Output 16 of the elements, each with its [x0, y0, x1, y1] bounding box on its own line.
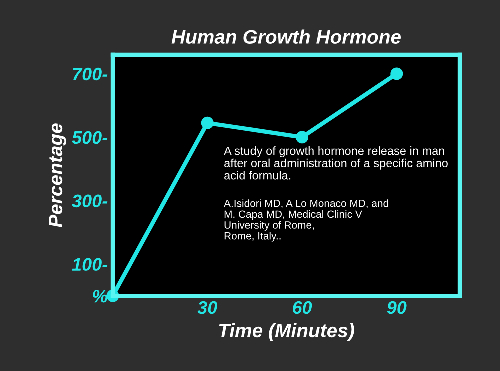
- annotation: A study of growth hormone release in man after oral administration of a specific amino acid formula.: [224, 146, 448, 180]
- point: [390, 68, 404, 80]
- x-tick-label: 30: [198, 301, 218, 314]
- point: [296, 131, 309, 144]
- point: [201, 116, 214, 130]
- y-tick-label: 700-: [73, 68, 108, 81]
- y-tick-label: %: [93, 290, 108, 303]
- chart-title: Human Growth Hormone: [172, 30, 402, 44]
- y-axis-title: Percentage: [49, 124, 66, 228]
- x-tick-label: 60: [293, 301, 312, 314]
- x-tick-label: 90: [387, 301, 407, 314]
- y-tick-label: 300-: [72, 194, 108, 208]
- annotation: A.Isidori MD, A Lo Monaco MD, and M. Capa MD, Medical Clinic V University of Rome, Rome, Italy..: [224, 200, 388, 242]
- x-axis-title: Time (Minutes): [219, 323, 354, 342]
- y-tick-label: 500-: [72, 131, 108, 144]
- y-tick-label: 100-: [72, 258, 108, 272]
